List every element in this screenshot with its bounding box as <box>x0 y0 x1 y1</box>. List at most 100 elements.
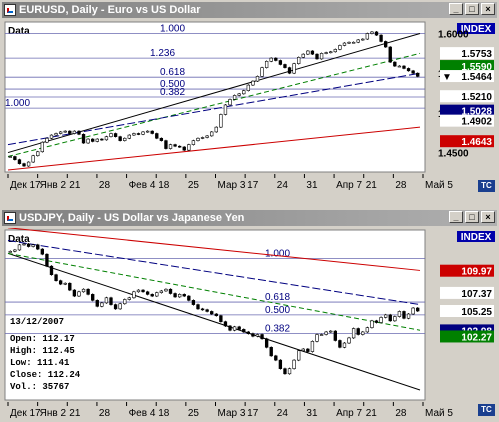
eurusd-x-tick-label: 18 <box>158 180 170 191</box>
usdjpy-candle-body <box>228 325 232 331</box>
usdjpy-title-bar[interactable]: USDJPY, Daily - US Dollar vs Japanese Ye… <box>2 210 497 226</box>
eurusd-candle <box>278 59 283 66</box>
usdjpy-candle <box>77 290 81 298</box>
minimize-button[interactable]: _ <box>449 3 463 15</box>
eurusd-y-tick-label: 1.4500 <box>438 149 469 160</box>
eurusd-candle-body <box>269 57 273 62</box>
eurusd-candle <box>13 155 17 161</box>
usdjpy-candle-body <box>210 311 214 315</box>
usdjpy-candle-body <box>173 293 177 298</box>
eurusd-price-badge-value: 1.4902 <box>461 117 492 128</box>
eurusd-candle-body <box>306 50 310 55</box>
eurusd-ma-mid-line <box>7 52 421 157</box>
eurusd-candle <box>63 130 67 133</box>
eurusd-candle <box>383 40 388 48</box>
eurusd-candle <box>260 66 264 78</box>
usdjpy-fib-label: 0.618 <box>265 292 290 303</box>
eurusd-candle-body <box>219 114 223 128</box>
eurusd-candle-body <box>251 80 255 86</box>
usdjpy-candle <box>297 349 301 362</box>
eurusd-candle <box>177 145 182 148</box>
close-button[interactable]: × <box>481 211 495 223</box>
usdjpy-candle <box>287 367 292 375</box>
usdjpy-x-tick-label: Мар 3 <box>218 408 246 419</box>
eurusd-candle <box>370 31 374 35</box>
eurusd-x-tick-label: 28 <box>395 180 407 191</box>
eurusd-candle <box>127 134 131 140</box>
eurusd-candle <box>228 98 232 106</box>
eurusd-candle-body <box>104 136 109 141</box>
eurusd-fib-label: 0.500 <box>160 79 185 90</box>
usdjpy-candle-body <box>45 253 49 267</box>
usdjpy-candle-body <box>205 309 209 312</box>
eurusd-candle <box>338 44 342 51</box>
usdjpy-x-tick-label: Апр 7 <box>336 408 362 419</box>
usdjpy-candle <box>49 265 54 276</box>
eurusd-candle-body <box>264 60 269 68</box>
eurusd-price-badge: 1.4643 <box>440 135 494 148</box>
usdjpy-price-badge: 105.25 <box>440 305 494 318</box>
usdjpy-candle-body <box>31 244 35 247</box>
usdjpy-candle <box>118 302 122 310</box>
eurusd-candle-body <box>365 33 370 40</box>
usdjpy-candle <box>411 307 415 315</box>
eurusd-candle-body <box>297 57 301 64</box>
eurusd-candle <box>269 57 273 63</box>
usdjpy-candle-body <box>182 294 186 297</box>
usdjpy-candle-body <box>68 282 72 291</box>
eurusd-candle <box>150 130 154 135</box>
usdjpy-candle <box>145 290 150 296</box>
eurusd-index-badge[interactable] <box>457 23 495 34</box>
eurusd-candle <box>54 132 58 136</box>
usdjpy-candle-body <box>329 330 333 333</box>
usdjpy-candle <box>338 339 342 349</box>
usdjpy-candle <box>301 348 305 352</box>
eurusd-price-badge: 1.5210 <box>440 90 494 103</box>
usdjpy-candle <box>306 348 310 353</box>
eurusd-candle <box>72 130 77 135</box>
usdjpy-x-tick-label: 31 <box>306 408 318 419</box>
usdjpy-candle <box>173 292 177 298</box>
eurusd-candle <box>356 38 360 44</box>
eurusd-candle-body <box>397 65 402 68</box>
maximize-button[interactable]: □ <box>465 211 479 223</box>
eurusd-candle-body <box>260 67 264 77</box>
eurusd-candle-body <box>214 126 218 133</box>
usdjpy-ma-200-line <box>7 228 421 271</box>
usdjpy-data-label: Data <box>8 234 30 245</box>
usdjpy-fib-label: 0.382 <box>265 324 290 335</box>
usdjpy-candle-body <box>388 314 392 322</box>
eurusd-candle <box>200 136 205 140</box>
eurusd-candle-body <box>22 163 26 167</box>
maximize-button[interactable]: □ <box>465 3 479 15</box>
eurusd-candle-body <box>45 137 49 143</box>
usdjpy-plot[interactable]: Data INDEX 1.000 0.618 0.500 0.382 109.97 10… <box>0 228 499 422</box>
eurusd-x-tick-label: Май 5 <box>425 180 453 191</box>
usdjpy-price-badge-value: 109.97 <box>461 267 492 278</box>
usdjpy-candle <box>91 293 95 302</box>
usdjpy-ma-long-line <box>7 240 421 306</box>
eurusd-price-badge-value: 1.5210 <box>461 92 492 103</box>
eurusd-candle <box>132 132 136 136</box>
usdjpy-candle-body <box>36 244 40 250</box>
usdjpy-candle-body <box>283 368 287 375</box>
close-button[interactable]: × <box>481 3 495 15</box>
chart-window-icon <box>4 4 16 16</box>
info-close: Close: 112.24 <box>10 370 81 380</box>
eurusd-candle-body <box>164 140 168 149</box>
usdjpy-fib-label: 1.000 <box>265 248 290 259</box>
usdjpy-candle <box>351 327 356 339</box>
eurusd-title-bar[interactable]: EURUSD, Daily - Euro vs US Dollar _ □ × <box>2 2 497 18</box>
eurusd-x-tick-label: 28 <box>99 180 111 191</box>
eurusd-candle <box>22 162 26 167</box>
eurusd-candle-body <box>81 133 86 144</box>
eurusd-x-tick-label: Мар 3 <box>218 180 246 191</box>
usdjpy-candle <box>315 333 319 343</box>
usdjpy-candle <box>95 299 99 308</box>
minimize-button[interactable]: _ <box>449 211 463 223</box>
eurusd-fib-label: 1.000 <box>160 24 185 35</box>
eurusd-candle <box>251 80 255 86</box>
eurusd-price-badge-bg <box>440 70 494 83</box>
usdjpy-index-badge[interactable] <box>457 231 495 242</box>
